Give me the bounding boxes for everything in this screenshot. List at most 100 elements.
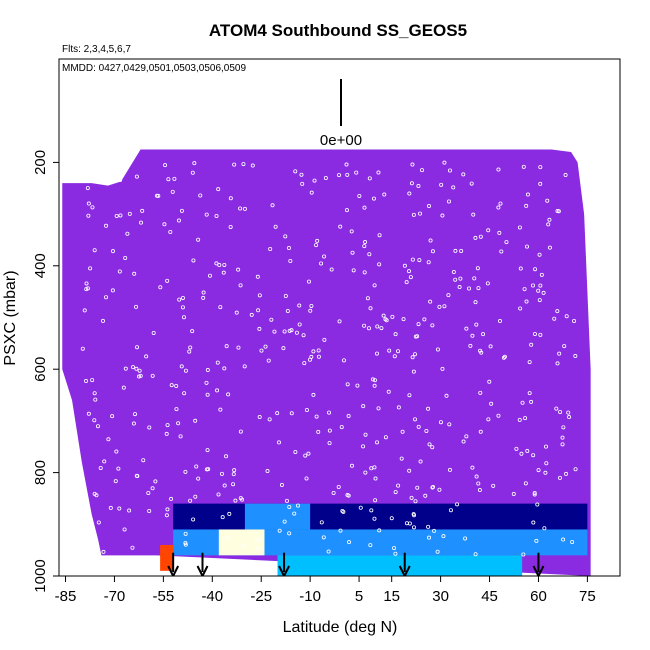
sample-point <box>478 390 483 395</box>
sample-point <box>136 374 141 379</box>
sample-point <box>282 519 287 524</box>
profile-arrow-head <box>532 565 545 576</box>
sample-point <box>377 528 382 533</box>
sample-point <box>322 337 327 342</box>
sample-point <box>532 490 537 495</box>
sample-point <box>284 498 289 503</box>
sample-point <box>416 184 421 189</box>
sample-point <box>139 220 144 225</box>
sample-point <box>412 417 417 422</box>
sample-point <box>110 249 115 254</box>
heatmap-band <box>160 544 174 571</box>
sample-point <box>215 388 220 393</box>
x-tick-label: 60 <box>530 588 547 605</box>
sample-point <box>393 490 398 495</box>
x-tick-label: 45 <box>481 588 498 605</box>
sample-point <box>479 350 484 355</box>
sample-point <box>153 479 158 484</box>
sample-point <box>147 508 152 513</box>
sample-point <box>566 410 571 415</box>
x-tick-label: 75 <box>579 588 596 605</box>
sample-point <box>125 231 130 236</box>
sample-point <box>544 461 549 466</box>
sample-point <box>536 288 541 293</box>
sample-point <box>473 552 478 557</box>
sample-point <box>269 317 274 322</box>
sample-point <box>222 483 227 488</box>
sample-point <box>297 303 302 308</box>
sample-point <box>135 345 140 350</box>
sample-point <box>132 271 137 276</box>
sample-point <box>193 418 198 423</box>
sample-point <box>523 416 528 421</box>
sample-point <box>304 476 309 481</box>
sample-point <box>437 304 442 309</box>
sample-point <box>428 299 433 304</box>
sample-point <box>205 448 210 453</box>
sample-point <box>341 358 346 363</box>
sample-point <box>563 173 568 178</box>
sample-point <box>386 389 391 394</box>
sample-point <box>331 490 336 495</box>
sample-point <box>406 269 411 274</box>
sample-point <box>541 290 546 295</box>
sample-point <box>376 170 381 175</box>
sample-point <box>362 244 367 249</box>
sample-point <box>349 463 354 468</box>
sample-point <box>487 379 492 384</box>
sample-point <box>545 198 550 203</box>
sample-point <box>183 540 188 545</box>
sample-point <box>137 368 142 373</box>
sample-point <box>323 176 328 181</box>
sample-point <box>496 167 501 172</box>
sample-point <box>387 348 392 353</box>
sample-point <box>255 274 260 279</box>
sample-point <box>166 177 171 182</box>
sample-point <box>375 324 380 329</box>
sample-point <box>400 429 405 434</box>
sample-point <box>263 344 268 349</box>
sample-point <box>426 524 431 529</box>
sample-point <box>193 494 198 499</box>
plot-frame <box>58 58 621 577</box>
sample-point <box>373 476 378 481</box>
sample-point <box>345 172 350 177</box>
sample-point <box>214 261 219 266</box>
sample-point <box>102 459 107 464</box>
sample-point <box>346 493 351 498</box>
sample-point <box>517 225 522 230</box>
sample-point <box>306 451 311 456</box>
sample-point <box>344 162 349 167</box>
sample-point <box>416 322 421 327</box>
sample-point <box>381 313 386 318</box>
sample-point <box>168 229 173 234</box>
sample-point <box>544 444 549 449</box>
sample-point <box>478 429 483 434</box>
sample-point <box>416 424 421 429</box>
sample-point <box>486 417 491 422</box>
sample-point <box>372 465 377 470</box>
sample-point <box>532 331 537 336</box>
sample-point <box>233 498 238 503</box>
sample-point <box>118 213 123 218</box>
sample-point <box>192 161 197 166</box>
sample-point <box>538 165 543 170</box>
sample-point <box>447 168 452 173</box>
sample-point <box>472 276 477 281</box>
sample-point <box>84 379 89 384</box>
y-tick-label: 600 <box>32 357 49 382</box>
sample-point <box>531 520 536 525</box>
sample-point <box>82 308 87 313</box>
sample-point <box>457 285 462 290</box>
sample-point <box>196 476 201 481</box>
sample-point <box>488 344 493 349</box>
sample-point <box>573 354 578 359</box>
sample-point <box>470 333 475 338</box>
sample-point <box>222 366 227 371</box>
sample-point <box>440 366 445 371</box>
sample-point <box>455 502 460 507</box>
sample-point <box>396 405 401 410</box>
sample-point <box>92 418 97 423</box>
sample-point <box>399 456 404 461</box>
sample-point <box>100 318 105 323</box>
